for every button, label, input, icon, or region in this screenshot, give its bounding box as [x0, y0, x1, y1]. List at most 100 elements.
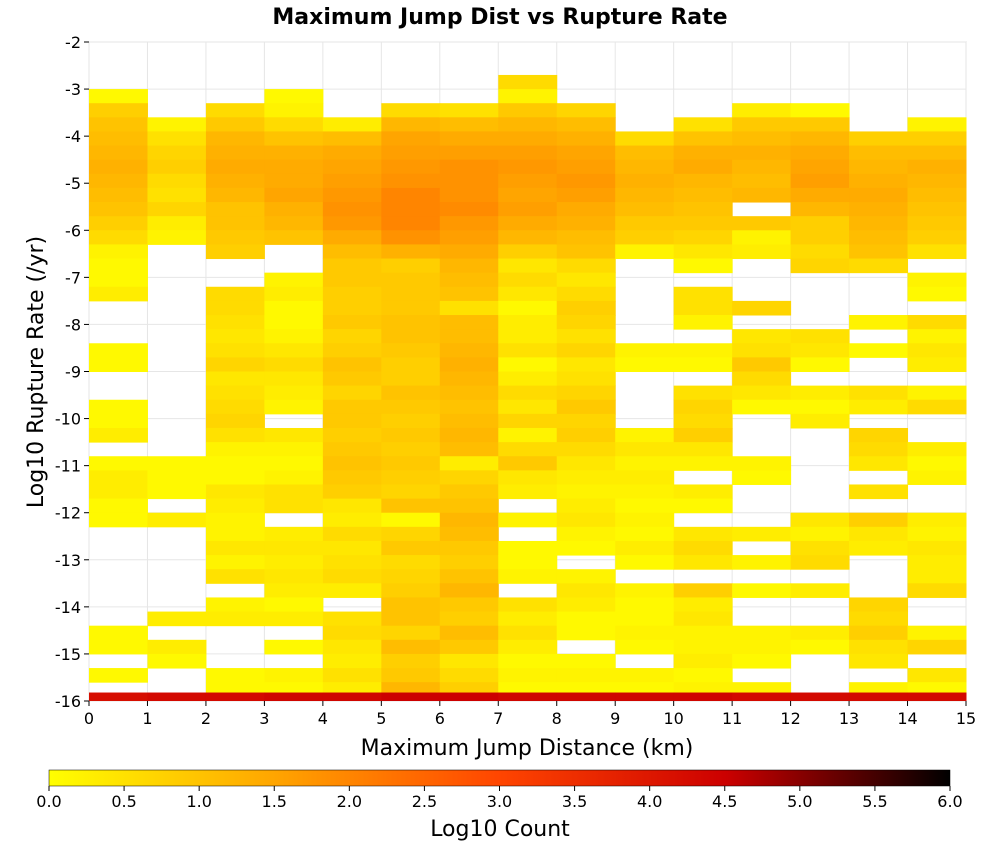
- heatmap-cell: [849, 187, 909, 203]
- heatmap-cell: [673, 540, 733, 556]
- heatmap-cell: [205, 329, 265, 344]
- heatmap-cell: [439, 413, 499, 429]
- heatmap-cell: [439, 272, 499, 288]
- heatmap-cell: [556, 371, 616, 387]
- heatmap-cell: [556, 540, 616, 556]
- x-tick-label: 3: [259, 709, 269, 728]
- heatmap-cell: [732, 583, 792, 598]
- heatmap-cell: [907, 569, 967, 584]
- heatmap-cell: [498, 89, 558, 104]
- heatmap-cell: [381, 597, 441, 613]
- heatmap-cell: [89, 639, 148, 655]
- heatmap-cell: [322, 399, 382, 415]
- heatmap-cell: [322, 385, 382, 401]
- heatmap-cell: [790, 329, 850, 344]
- heatmap-cell: [732, 639, 792, 655]
- heatmap-cell: [556, 159, 616, 175]
- heatmap-cell: [732, 187, 792, 203]
- heatmap-cell: [89, 692, 148, 701]
- heatmap-cell: [205, 315, 265, 330]
- heatmap-cell: [790, 202, 850, 217]
- heatmap-cell: [615, 484, 675, 500]
- heatmap-cell: [673, 244, 733, 260]
- heatmap-cell: [147, 456, 207, 471]
- heatmap-cell: [205, 131, 265, 147]
- heatmap-cell: [673, 597, 733, 613]
- heatmap-cell: [907, 159, 967, 175]
- heatmap-cell: [264, 159, 324, 175]
- colorbar-tick-label: 3.5: [562, 792, 587, 811]
- heatmap-cell: [790, 187, 850, 203]
- heatmap-cell: [147, 692, 207, 701]
- heatmap-cell: [732, 399, 792, 415]
- x-tick-label: 14: [897, 709, 917, 728]
- heatmap-cell: [322, 540, 382, 556]
- colorbar-tick-label: 6.0: [937, 792, 962, 811]
- heatmap-cell: [673, 526, 733, 542]
- heatmap-cell: [381, 498, 441, 514]
- heatmap-cell: [322, 131, 382, 147]
- heatmap-cell: [849, 258, 909, 274]
- heatmap-cell: [439, 399, 499, 415]
- colorbar-label: Log10 Count: [430, 817, 570, 842]
- heatmap-cell: [381, 357, 441, 372]
- heatmap-cell: [615, 173, 675, 189]
- heatmap-cell: [147, 512, 207, 528]
- heatmap-cell: [732, 456, 792, 471]
- heatmap-cell: [556, 512, 616, 528]
- heatmap-cell: [615, 230, 675, 245]
- heatmap-cell: [849, 131, 909, 147]
- heatmap-cell: [615, 692, 675, 701]
- heatmap-cell: [439, 103, 499, 118]
- heatmap-cell: [264, 526, 324, 542]
- heatmap-cell: [556, 399, 616, 415]
- heatmap-cell: [790, 413, 850, 429]
- heatmap-cell: [439, 456, 499, 471]
- heatmap-cell: [439, 145, 499, 161]
- heatmap-cell: [322, 216, 382, 231]
- heatmap-cell: [498, 202, 558, 217]
- heatmap-cell: [907, 244, 967, 260]
- heatmap-cell: [732, 117, 792, 132]
- heatmap-cell: [673, 315, 733, 330]
- heatmap-cell: [322, 173, 382, 189]
- heatmap-cell: [89, 230, 148, 245]
- heatmap-cell: [205, 187, 265, 203]
- heatmap-cell: [556, 145, 616, 161]
- heatmap-cell: [556, 315, 616, 330]
- heatmap-cell: [732, 470, 792, 485]
- heatmap-cell: [89, 399, 148, 415]
- heatmap-cell: [732, 216, 792, 231]
- x-tick-label: 13: [839, 709, 859, 728]
- heatmap-cell: [322, 625, 382, 641]
- heatmap-cell: [907, 526, 967, 542]
- heatmap-cell: [907, 187, 967, 203]
- heatmap-cell: [498, 159, 558, 175]
- heatmap-cell: [673, 413, 733, 429]
- heatmap-cell: [673, 230, 733, 245]
- y-axis-label: Log10 Rupture Rate (/yr): [24, 236, 49, 508]
- heatmap-cell: [673, 442, 733, 457]
- heatmap-cell: [381, 385, 441, 401]
- heatmap-cell: [907, 540, 967, 556]
- heatmap-cell: [732, 131, 792, 147]
- heatmap-cell: [264, 484, 324, 500]
- colorbar-tick-label: 4.0: [637, 792, 662, 811]
- heatmap-cell: [439, 583, 499, 598]
- heatmap-cell: [673, 385, 733, 401]
- heatmap-cell: [439, 371, 499, 387]
- heatmap-cell: [147, 187, 207, 203]
- x-axis-ticks: 0 1 2 3 4 5 6 7 8 9 10 11 12 13 14 15: [84, 701, 976, 728]
- heatmap-cell: [556, 272, 616, 288]
- heatmap-cell: [907, 470, 967, 485]
- heatmap-cell: [732, 159, 792, 175]
- heatmap-cell: [790, 526, 850, 542]
- heatmap-cell: [673, 216, 733, 231]
- heatmap-cell: [907, 442, 967, 457]
- heatmap-cell: [205, 357, 265, 372]
- heatmap-cell: [322, 512, 382, 528]
- x-tick-label: 10: [663, 709, 683, 728]
- heatmap-cell: [439, 230, 499, 245]
- heatmap-cell: [147, 216, 207, 231]
